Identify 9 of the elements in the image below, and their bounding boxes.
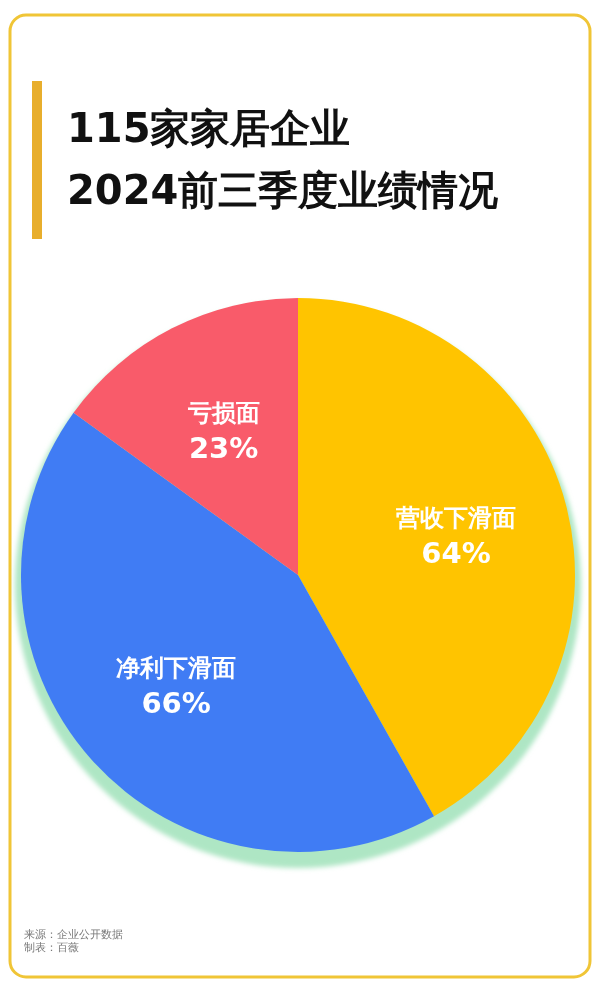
slice-label: 亏损面	[186, 399, 260, 428]
slice-label: 净利下滑面	[116, 653, 237, 682]
data-label: 64%	[421, 535, 491, 570]
source-note: 来源：企业公开数据	[24, 928, 123, 941]
chart-title: 115家家居企业 2024前三季度业绩情况	[67, 105, 499, 213]
data-label: 23%	[188, 431, 259, 466]
slice-label: 营收下滑面	[395, 503, 517, 532]
text: 制表：百薇	[24, 941, 79, 954]
data-label: 66%	[141, 685, 211, 720]
